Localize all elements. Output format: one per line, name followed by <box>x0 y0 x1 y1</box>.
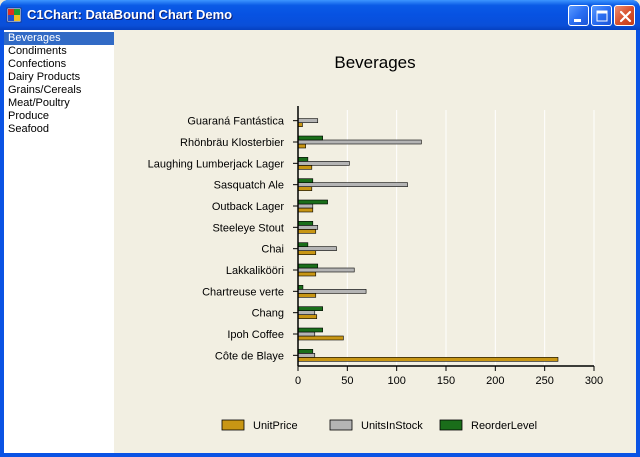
category-label: Chang <box>252 308 284 320</box>
bar <box>297 203 314 209</box>
bar <box>297 118 319 123</box>
category-label: Ipoh Coffee <box>227 329 284 341</box>
list-item[interactable]: Confections <box>8 58 67 70</box>
title-bar[interactable]: C1Chart: DataBound Chart Demo <box>0 0 640 30</box>
bar <box>297 225 319 230</box>
bar <box>297 310 316 315</box>
category-label: Rhönbräu Klosterbier <box>180 137 284 149</box>
x-tick-label: 250 <box>535 375 553 387</box>
category-label: Guaraná Fantástica <box>187 116 284 128</box>
window-title: C1Chart: DataBound Chart Demo <box>27 7 233 22</box>
category-listbox[interactable]: Beverages Condiments Confections Dairy P… <box>4 30 114 453</box>
x-tick-label: 0 <box>295 375 301 387</box>
x-tick-label: 200 <box>486 375 504 387</box>
bar <box>297 207 314 213</box>
bar <box>297 229 317 234</box>
bar <box>297 357 559 362</box>
close-icon <box>619 10 632 23</box>
category-label: Chai <box>261 244 284 256</box>
chart-panel: Beverages Côte de Blaye Ipoh Coffee Chang C… <box>116 30 636 453</box>
minimize-icon <box>574 19 581 22</box>
list-item[interactable]: Grains/Cereals <box>8 84 82 96</box>
bar <box>297 335 344 341</box>
maximize-icon <box>596 10 608 22</box>
bar <box>297 250 317 255</box>
bar <box>297 157 309 162</box>
bar <box>297 327 323 333</box>
bar <box>297 143 306 149</box>
bar <box>297 353 316 358</box>
x-tick-label: 150 <box>437 375 455 387</box>
app-window-icon <box>6 7 22 23</box>
bar <box>297 314 318 319</box>
legend-swatch <box>439 419 463 431</box>
legend-label: UnitsInStock <box>361 420 423 432</box>
bar <box>297 139 422 145</box>
category-label: Steeleye Stout <box>212 222 284 234</box>
bar <box>297 246 337 251</box>
category-label: Sasquatch Ale <box>214 180 284 192</box>
chart-title: Beverages <box>334 53 415 72</box>
bar <box>297 293 317 298</box>
bar <box>297 267 355 273</box>
bar <box>297 165 313 170</box>
bar <box>297 331 316 337</box>
bar <box>297 186 313 191</box>
legend-label: ReorderLevel <box>471 420 537 432</box>
bar <box>297 161 350 166</box>
list-item[interactable]: Meat/Poultry <box>8 97 70 109</box>
category-label: Côte de Blaye <box>215 350 284 362</box>
bar <box>297 263 319 269</box>
bar <box>297 306 323 311</box>
category-label: Laughing Lumberjack Lager <box>148 158 285 170</box>
legend-label: UnitPrice <box>253 420 298 432</box>
bar <box>297 135 323 141</box>
legend-swatch <box>221 419 245 431</box>
bar <box>297 199 328 205</box>
category-label: Lakkalikööri <box>226 265 284 277</box>
bar <box>297 221 314 226</box>
bar <box>297 349 314 354</box>
bar <box>297 182 408 187</box>
list-item[interactable]: Condiments <box>8 45 67 57</box>
client-area: Beverages Condiments Confections Dairy P… <box>4 30 636 453</box>
x-tick-label: 50 <box>341 375 353 387</box>
bar <box>297 242 309 247</box>
bar <box>297 178 314 183</box>
list-item[interactable]: Seafood <box>8 123 49 135</box>
bar-chart: Beverages Côte de Blaye Ipoh Coffee Chang C… <box>148 53 604 432</box>
bar <box>297 271 317 277</box>
legend-swatch <box>329 419 353 431</box>
category-label: Outback Lager <box>212 201 284 213</box>
category-label: Chartreuse verte <box>202 286 284 298</box>
list-item[interactable]: Beverages <box>4 32 114 45</box>
close-button[interactable] <box>614 5 635 26</box>
x-tick-label: 300 <box>585 375 603 387</box>
x-tick-label: 100 <box>387 375 405 387</box>
minimize-button[interactable] <box>568 5 589 26</box>
list-item[interactable]: Produce <box>8 110 49 122</box>
list-item[interactable]: Dairy Products <box>8 71 81 83</box>
maximize-button[interactable] <box>591 5 612 26</box>
bar <box>297 289 367 294</box>
